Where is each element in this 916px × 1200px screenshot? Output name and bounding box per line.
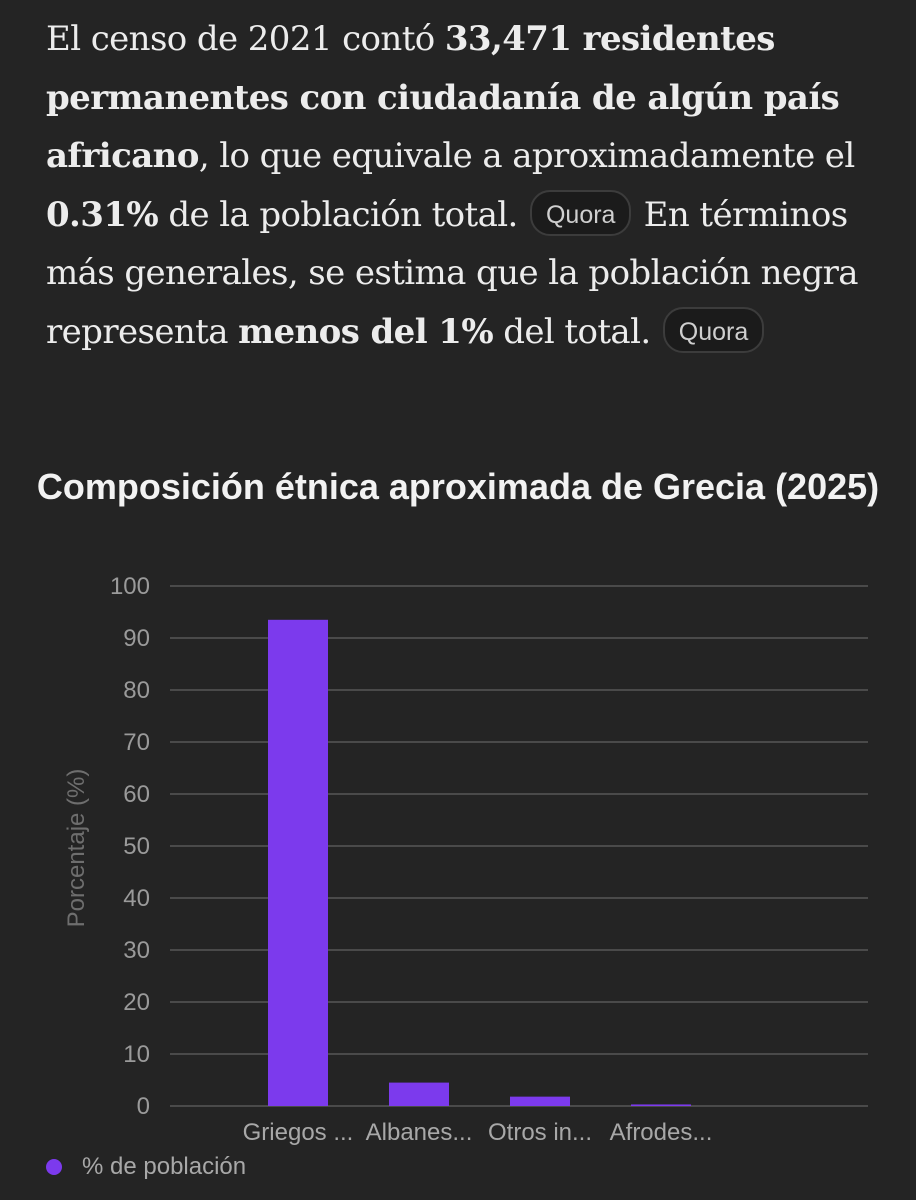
y-tick-label: 60 [123,781,150,808]
bar-2[interactable] [389,1082,449,1106]
y-tick-label: 100 [110,573,150,600]
x-tick-label: Otros in... [488,1119,592,1146]
chart-legend[interactable]: % de población [46,1150,246,1184]
bar-1[interactable] [268,619,328,1106]
x-tick-label: Griegos ... [243,1119,354,1146]
y-axis-title: Porcentaje (%) [63,769,90,928]
answer-paragraph: El censo de 2021 contó 33,471 residentes… [46,10,876,361]
answer-text-4: En términos más generales, se estima que… [46,194,859,352]
answer-text-5: del total. [493,311,661,352]
x-tick-label: Albanes... [366,1119,473,1146]
answer-text-3: de la población total. [158,194,528,235]
y-tick-label: 40 [123,885,150,912]
legend-dot-icon [46,1159,62,1175]
x-tick-label: Afrodes... [610,1119,713,1146]
y-tick-label: 70 [123,729,150,756]
answer-text-1: El censo de 2021 contó [46,19,445,59]
y-tick-label: 50 [123,833,150,860]
y-tick-label: 0 [137,1093,150,1120]
bar-4[interactable] [631,1104,691,1106]
legend-label: % de población [82,1153,247,1180]
y-tick-label: 30 [123,937,150,964]
answer-bold-residents: 33,471 residentes permanentes con ciudad… [46,19,840,176]
source-chip-quora-1[interactable]: Quora [529,189,632,236]
x-axis-ticks: Griegos ... Albanes... Otros in... Afrodes.… [243,1119,713,1146]
bar-3[interactable] [510,1096,570,1106]
y-axis-ticks: 0 10 20 30 40 50 60 70 80 90 100 [110,573,150,1120]
chart-bars [268,619,691,1106]
source-chip-quora-2[interactable]: Quora [662,306,765,353]
y-tick-label: 10 [123,1041,150,1068]
answer-bold-percent: 0.31% [46,194,159,235]
chart-title: Composición étnica aproximada de Grecia … [36,466,880,507]
bar-chart: 0 10 20 30 40 50 60 70 80 90 100 Griegos ... Albane… [63,573,868,1146]
y-tick-label: 90 [123,625,150,652]
y-tick-label: 20 [123,989,150,1016]
answer-bold-less-than: menos del 1% [238,311,494,352]
y-tick-label: 80 [123,677,150,704]
answer-text-2: , lo que equivale a aproximadamente el [198,136,855,176]
